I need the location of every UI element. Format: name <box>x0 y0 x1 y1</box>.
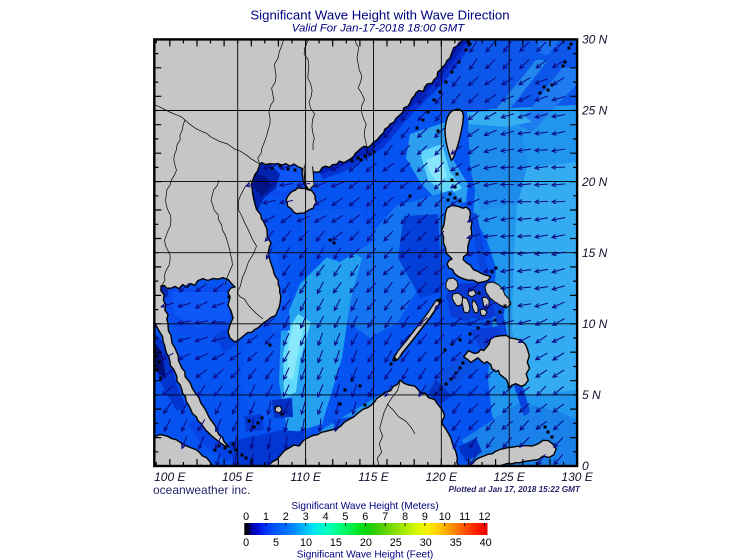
svg-text:30 N: 30 N <box>582 33 608 47</box>
svg-text:110 E: 110 E <box>290 470 321 484</box>
svg-text:Significant Wave Height (Feet): Significant Wave Height (Feet) <box>297 550 434 560</box>
svg-text:7: 7 <box>382 511 388 523</box>
svg-text:10 N: 10 N <box>582 317 608 331</box>
svg-text:15: 15 <box>330 537 342 549</box>
svg-text:40: 40 <box>480 537 492 549</box>
svg-text:11: 11 <box>459 511 470 523</box>
svg-text:Valid For Jan-17-2018 18:00 GM: Valid For Jan-17-2018 18:00 GMT <box>292 23 465 35</box>
svg-text:35: 35 <box>450 537 462 549</box>
svg-text:Plotted at Jan 17, 2018 15:22: Plotted at Jan 17, 2018 15:22 GMT <box>448 485 581 494</box>
svg-text:115 E: 115 E <box>358 470 389 484</box>
svg-text:100 E: 100 E <box>154 470 186 484</box>
svg-text:0: 0 <box>243 511 249 523</box>
svg-text:0: 0 <box>582 459 589 473</box>
svg-text:Significant Wave Height with W: Significant Wave Height with Wave Direct… <box>250 7 509 22</box>
svg-text:130 E: 130 E <box>561 470 593 484</box>
svg-text:4: 4 <box>323 511 329 523</box>
svg-text:105 E: 105 E <box>222 470 254 484</box>
svg-text:30: 30 <box>420 537 432 549</box>
svg-text:120 E: 120 E <box>426 470 458 484</box>
svg-text:0: 0 <box>243 537 249 549</box>
svg-text:5 N: 5 N <box>582 388 601 402</box>
svg-text:10: 10 <box>439 511 451 523</box>
svg-text:125 E: 125 E <box>494 470 526 484</box>
svg-text:3: 3 <box>303 511 309 523</box>
svg-text:25 N: 25 N <box>581 104 608 118</box>
svg-text:oceanweather inc.: oceanweather inc. <box>153 483 250 497</box>
svg-text:20: 20 <box>360 537 372 549</box>
svg-text:8: 8 <box>402 511 408 523</box>
svg-text:6: 6 <box>362 511 368 523</box>
svg-text:12: 12 <box>478 511 490 523</box>
svg-text:15 N: 15 N <box>582 246 608 260</box>
svg-text:9: 9 <box>422 511 428 523</box>
svg-text:2: 2 <box>283 511 289 523</box>
svg-text:10: 10 <box>300 537 312 549</box>
svg-text:Significant Wave Height (Meter: Significant Wave Height (Meters) <box>291 501 438 512</box>
svg-text:5: 5 <box>273 537 279 549</box>
svg-text:1: 1 <box>263 511 269 523</box>
svg-text:25: 25 <box>390 537 402 549</box>
svg-text:5: 5 <box>342 511 348 523</box>
svg-text:20 N: 20 N <box>581 175 608 189</box>
